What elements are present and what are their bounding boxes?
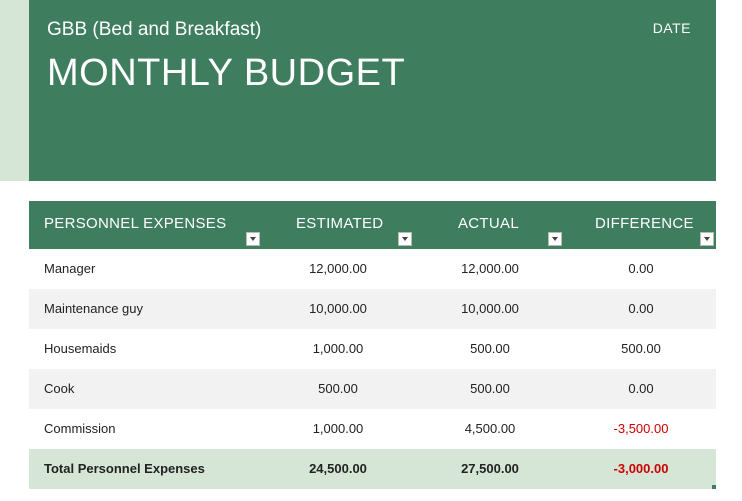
total-row[interactable]: Total Personnel Expenses 24,500.00 27,50… bbox=[29, 449, 716, 489]
filter-dropdown-icon[interactable] bbox=[548, 232, 562, 246]
table-header-row: PERSONNEL EXPENSES ESTIMATED ACTUAL DIFF… bbox=[29, 201, 716, 249]
total-actual-cell[interactable]: 27,500.00 bbox=[461, 461, 519, 476]
expense-name-cell[interactable]: Housemaids bbox=[44, 341, 117, 356]
difference-cell[interactable]: 0.00 bbox=[628, 381, 654, 396]
expense-name-cell[interactable]: Cook bbox=[44, 381, 75, 396]
difference-cell[interactable]: -3,500.00 bbox=[613, 421, 669, 436]
personnel-expenses-table: PERSONNEL EXPENSES ESTIMATED ACTUAL DIFF… bbox=[29, 201, 716, 489]
actual-cell[interactable]: 10,000.00 bbox=[461, 301, 519, 316]
estimated-cell[interactable]: 1,000.00 bbox=[312, 421, 364, 436]
page-title[interactable]: MONTHLY BUDGET bbox=[47, 52, 406, 94]
actual-cell[interactable]: 500.00 bbox=[470, 341, 510, 356]
total-estimated-cell[interactable]: 24,500.00 bbox=[309, 461, 367, 476]
left-accent-strip bbox=[0, 0, 29, 181]
total-label-cell[interactable]: Total Personnel Expenses bbox=[44, 461, 205, 476]
actual-cell[interactable]: 4,500.00 bbox=[464, 421, 516, 436]
actual-cell[interactable]: 500.00 bbox=[470, 381, 510, 396]
table-row[interactable]: Maintenance guy 10,000.00 10,000.00 0.00 bbox=[29, 289, 716, 329]
column-header-personnel-expenses[interactable]: PERSONNEL EXPENSES bbox=[44, 215, 227, 232]
estimated-cell[interactable]: 12,000.00 bbox=[309, 261, 367, 276]
column-header-actual[interactable]: ACTUAL bbox=[458, 215, 519, 232]
column-header-difference[interactable]: DIFFERENCE bbox=[595, 215, 694, 232]
expense-name-cell[interactable]: Manager bbox=[44, 261, 96, 276]
table-row[interactable]: Manager 12,000.00 12,000.00 0.00 bbox=[29, 249, 716, 289]
estimated-cell[interactable]: 10,000.00 bbox=[309, 301, 367, 316]
table-resize-handle[interactable] bbox=[712, 485, 716, 489]
actual-cell[interactable]: 12,000.00 bbox=[461, 261, 519, 276]
expense-name-cell[interactable]: Commission bbox=[44, 421, 116, 436]
difference-cell[interactable]: 0.00 bbox=[628, 301, 654, 316]
difference-cell[interactable]: 500.00 bbox=[621, 341, 661, 356]
budget-header: GBB (Bed and Breakfast) MONTHLY BUDGET D… bbox=[29, 0, 716, 181]
estimated-cell[interactable]: 500.00 bbox=[318, 381, 358, 396]
difference-cell[interactable]: 0.00 bbox=[628, 261, 654, 276]
date-label[interactable]: DATE bbox=[652, 20, 691, 36]
expense-name-cell[interactable]: Maintenance guy bbox=[44, 301, 144, 316]
table-row[interactable]: Cook 500.00 500.00 0.00 bbox=[29, 369, 716, 409]
estimated-cell[interactable]: 1,000.00 bbox=[312, 341, 364, 356]
column-header-estimated[interactable]: ESTIMATED bbox=[296, 215, 384, 232]
table-row[interactable]: Commission 1,000.00 4,500.00 -3,500.00 bbox=[29, 409, 716, 449]
filter-dropdown-icon[interactable] bbox=[700, 232, 714, 246]
total-difference-cell[interactable]: -3,000.00 bbox=[613, 461, 669, 476]
table-row[interactable]: Housemaids 1,000.00 500.00 500.00 bbox=[29, 329, 716, 369]
filter-dropdown-icon[interactable] bbox=[398, 232, 412, 246]
business-name[interactable]: GBB (Bed and Breakfast) bbox=[47, 19, 262, 40]
filter-dropdown-icon[interactable] bbox=[246, 232, 260, 246]
